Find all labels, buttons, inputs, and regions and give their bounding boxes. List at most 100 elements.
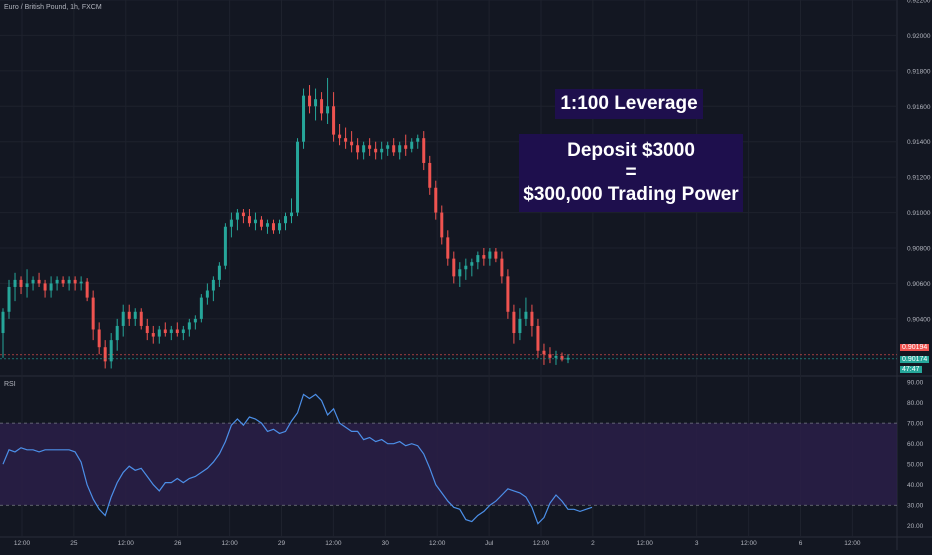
candle-body: [284, 216, 287, 224]
candle-body: [199, 297, 203, 319]
candle-body: [320, 99, 324, 114]
candle-body: [422, 138, 426, 163]
candle-body: [55, 279, 59, 284]
rsi-tick-label: 60.00: [907, 441, 924, 448]
rsi-tick-label: 70.00: [907, 421, 924, 428]
price-tick-label: 0.91400: [907, 139, 931, 146]
candle-body: [133, 311, 137, 319]
candle-body: [488, 251, 492, 259]
candle-body: [368, 145, 372, 149]
candle-body: [61, 279, 65, 284]
candle-body: [536, 325, 540, 351]
deposit-annotation: Deposit $3000 = $300,000 Trading Power: [519, 134, 743, 212]
candle-body: [265, 223, 269, 227]
candle-body: [67, 279, 71, 284]
candle-body: [374, 148, 378, 153]
candle-body: [259, 219, 263, 227]
candle-body: [247, 216, 251, 224]
candle-body: [458, 269, 462, 277]
candle-body: [115, 325, 119, 341]
candle-body: [332, 106, 336, 135]
candle-body: [7, 286, 11, 312]
candle-body: [187, 322, 191, 330]
rsi-line: [2, 393, 593, 525]
rsi-band-fill: [0, 423, 897, 506]
candle-body: [1, 311, 5, 334]
candle-body: [494, 251, 498, 259]
candle-body: [73, 279, 77, 284]
time-tick-label: 12:00: [533, 540, 550, 547]
candle-body: [85, 281, 89, 298]
candle-body: [193, 318, 197, 323]
candle-body: [308, 95, 312, 107]
candle-body: [43, 283, 47, 291]
candle-body: [19, 279, 23, 287]
deposit-line-3: $300,000 Trading Power: [523, 184, 739, 205]
candle-body: [235, 212, 239, 220]
candle-body: [386, 145, 390, 149]
candle-body: [464, 265, 468, 270]
time-tick-label: 26: [174, 540, 182, 547]
time-tick-label: 3: [695, 540, 699, 547]
candle-body: [356, 145, 360, 153]
leverage-annotation: 1:100 Leverage: [555, 89, 703, 119]
price-tick-label: 0.90600: [907, 281, 931, 288]
time-tick-label: 25: [70, 540, 78, 547]
rsi-tick-label: 40.00: [907, 482, 924, 489]
candle-body: [31, 279, 35, 284]
candle-body: [211, 279, 215, 291]
time-tick-label: 6: [799, 540, 803, 547]
candle-body: [554, 356, 558, 358]
candle-body: [350, 141, 354, 146]
time-tick-label: 12:00: [118, 540, 135, 547]
candle-body: [109, 340, 113, 362]
candle-body: [506, 276, 510, 312]
candle-body: [13, 279, 17, 287]
rsi-label: RSI: [4, 381, 16, 388]
rsi-tick-label: 80.00: [907, 400, 924, 407]
candle-body: [314, 99, 318, 107]
candle-body: [416, 138, 420, 142]
candle-body: [530, 311, 534, 326]
time-tick-label: 12:00: [14, 540, 31, 547]
candle-body: [362, 145, 366, 153]
candle-body: [175, 329, 179, 334]
time-tick-label: Jul: [485, 540, 494, 547]
candle-body: [518, 318, 522, 334]
candle-body: [151, 333, 155, 337]
time-tick-label: 12:00: [844, 540, 861, 547]
candle-body: [500, 258, 504, 277]
time-tick-label: 2: [591, 540, 595, 547]
time-tick-label: 12:00: [637, 540, 654, 547]
price-tick-label: 0.92000: [907, 33, 931, 40]
candle-body: [97, 329, 101, 348]
rsi-tick-label: 20.00: [907, 523, 924, 530]
candle-body: [25, 283, 29, 287]
price-tick-label: 0.91200: [907, 175, 931, 182]
candle-body: [253, 219, 257, 224]
time-tick-label: 12:00: [740, 540, 757, 547]
candle-body: [476, 255, 480, 263]
rsi-tick-label: 90.00: [907, 380, 924, 387]
candle-body: [91, 297, 95, 330]
candle-body: [452, 258, 456, 277]
time-tick-label: 12:00: [325, 540, 342, 547]
candle-body: [223, 226, 227, 266]
price-tick-label: 0.92200: [907, 0, 931, 5]
candle-body: [344, 138, 348, 142]
candle-body: [440, 212, 444, 238]
candle-body: [145, 325, 149, 334]
candle-body: [241, 212, 245, 217]
candle-body: [121, 311, 125, 326]
last-price-badge: 0.90174: [900, 356, 930, 363]
candle-body: [302, 95, 306, 142]
time-tick-label: 12:00: [221, 540, 238, 547]
candle-body: [49, 283, 53, 291]
price-tick-label: 0.90800: [907, 246, 931, 253]
candle-body: [410, 141, 414, 149]
candle-body: [434, 187, 438, 213]
price-tick-label: 0.91800: [907, 68, 931, 75]
symbol-title: Euro / British Pound, 1h, FXCM: [4, 4, 102, 11]
